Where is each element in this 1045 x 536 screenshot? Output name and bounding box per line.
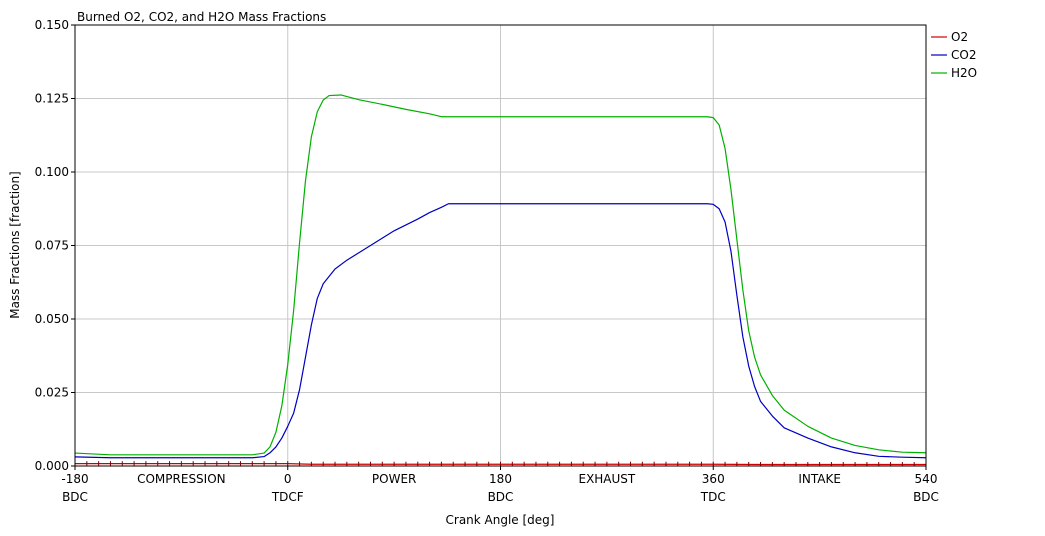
x-tick-sublabel: TDC xyxy=(700,490,726,504)
phase-label: INTAKE xyxy=(798,472,841,486)
x-axis-label: Crank Angle [deg] xyxy=(446,513,555,527)
legend-label-co2: CO2 xyxy=(951,48,976,62)
legend-label-o2: O2 xyxy=(951,30,968,44)
x-tick-label: 180 xyxy=(489,472,512,486)
x-tick-sublabel: BDC xyxy=(913,490,939,504)
axis-layer: 0.000 0.025 0.050 0.075 0.100 0.125 0.150 -180 B… xyxy=(35,18,939,504)
y-tick-label: 0.050 xyxy=(35,312,69,326)
x-tick-label: 0 xyxy=(284,472,292,486)
phase-label: POWER xyxy=(372,472,416,486)
y-axis-label: Mass Fractions [fraction] xyxy=(8,171,22,318)
x-tick-label: 360 xyxy=(702,472,725,486)
grid-layer xyxy=(75,25,926,466)
x-tick-label: 540 xyxy=(915,472,938,486)
legend-label-h2o: H2O xyxy=(951,66,977,80)
legend: O2 CO2 H2O xyxy=(931,30,977,80)
cycle-marker-layer xyxy=(86,461,915,467)
y-tick-label: 0.125 xyxy=(35,92,69,106)
y-tick-label: 0.150 xyxy=(35,18,69,32)
series-line-o2 xyxy=(75,463,926,466)
chart-title: Burned O2, CO2, and H2O Mass Fractions xyxy=(77,10,326,24)
phase-label: COMPRESSION xyxy=(137,472,226,486)
x-tick-sublabel: BDC xyxy=(488,490,514,504)
series-line-h2o xyxy=(74,94,927,456)
series-layer xyxy=(74,94,927,466)
x-tick-sublabel: BDC xyxy=(62,490,88,504)
y-tick-label: 0.025 xyxy=(35,386,69,400)
y-tick-label: 0.100 xyxy=(35,165,69,179)
x-tick-label: -180 xyxy=(61,472,88,486)
y-tick-label: 0.000 xyxy=(35,459,69,473)
y-tick-label: 0.075 xyxy=(35,239,69,253)
x-tick-sublabel: TDCF xyxy=(271,490,304,504)
series-line-co2 xyxy=(74,203,927,459)
phase-label: EXHAUST xyxy=(578,472,635,486)
